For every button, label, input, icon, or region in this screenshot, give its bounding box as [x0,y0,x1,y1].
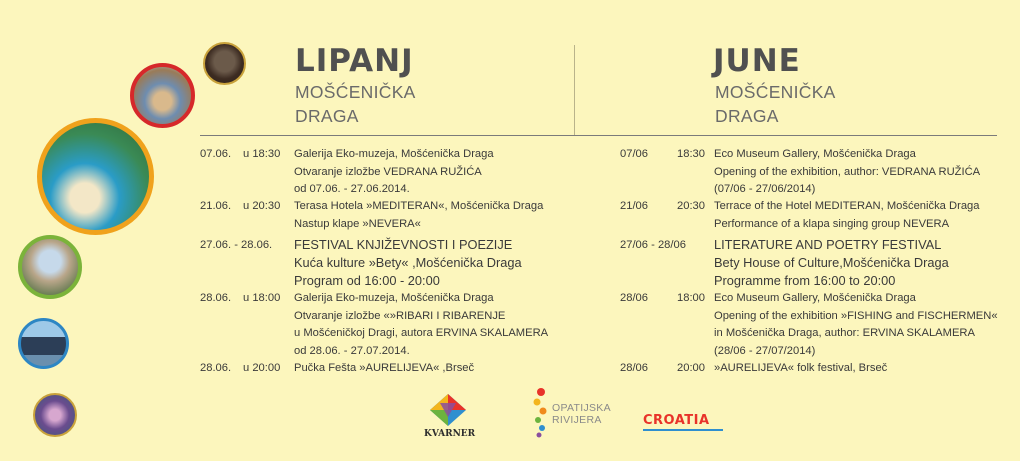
photo-circle-coastal-town [130,63,195,128]
left-event-4: 28.06. u 18:00 Galerija Eko-muzeja, Mošć… [200,290,570,360]
event-time: u 20:00 [243,362,281,374]
event-line: LITERATURE AND POETRY FESTIVAL [714,237,942,252]
photo-circle-beach [37,118,154,235]
event-line: Pučka Fešta »AURELIJEVA« ,Brseč [294,362,475,374]
event-line: Performance of a klapa singing group NEV… [714,217,950,230]
right-title: JUNE [713,43,801,79]
event-line: Eco Museum Gallery, Mošćenička Draga [714,292,916,304]
right-event-1: 07/06 18:30 Eco Museum Gallery, Mošćenič… [620,146,1015,198]
croatia-logo: CROATIA [643,411,723,433]
event-time: u 20:30 [243,200,281,212]
event-date: 21/06 [620,200,648,212]
event-line: Kuća kulture »Bety« ,Mošćenička Draga [294,255,522,270]
event-date: 21.06. [200,200,232,212]
kvarner-mark-icon [430,394,466,426]
event-line: Terasa Hotela »MEDITERAN«, Mošćenička Dr… [294,200,544,212]
event-line: od 28.06. - 27.07.2014. [294,344,410,357]
event-time: u 18:00 [243,292,281,304]
event-time: 20:00 [677,362,705,374]
event-line: Terrace of the Hotel MEDITERAN, Mošćenič… [714,200,980,212]
photo-circle-hill-village [18,235,82,299]
event-line: Programme from 16:00 to 20:00 [714,273,896,288]
event-line: u Mošćeničkoj Dragi, autora ERVINA SKALA… [294,327,549,339]
opatijska-label-line1: OPATIJSKA [552,402,611,414]
event-line: Opening of the exhibition, author: VEDRA… [714,165,981,178]
event-date: 28/06 [620,292,648,304]
event-date: 28.06. [200,362,232,374]
right-subtitle-line1: MOŠĆENIČKA [715,82,836,102]
event-line: Program od 16:00 - 20:00 [294,273,440,288]
right-event-2: 21/06 20:30 Terrace of the Hotel MEDITER… [620,198,1015,234]
event-time: 18:30 [677,148,705,160]
left-subtitle-line1: MOŠĆENIČKA [295,82,416,102]
event-line: Nastup klape »NEVERA« [294,217,421,230]
left-event-1: 07.06. u 18:30 Galerija Eko-muzeja, Mošć… [200,146,570,198]
right-subtitle-line2: DRAGA [715,106,779,126]
event-line: Opening of the exhibition »FISHING and F… [714,309,998,322]
event-date: 27.06. - 28.06. [200,239,273,251]
header-rule [200,135,997,136]
event-date: 27/06 - 28/06 [620,239,686,251]
event-date: 07/06 [620,148,648,160]
event-line: »AURELIJEVA« folk festival, Brseč [714,362,888,374]
event-time: 18:00 [677,292,705,304]
opatijska-label-line2: RIVIJERA [552,414,602,426]
opatijska-rivijera-logo [531,387,551,439]
photo-circle-musicians [203,42,246,85]
kvarner-label: KVARNER [424,429,476,439]
opatijska-dots-icon [533,388,547,438]
event-line: FESTIVAL KNJIŽEVNOSTI I POEZIJE [294,237,513,252]
right-event-5: 28/06 20:00 »AURELIJEVA« folk festival, … [620,360,1015,378]
event-date: 07.06. [200,148,232,160]
photo-circle-klapa-singers [18,318,69,369]
event-line: Otvaranje izložbe VEDRANA RUŽIĆA [294,165,482,178]
left-subtitle-line2: DRAGA [295,106,359,126]
event-line: (07/06 - 27/06/2014) [714,183,816,195]
left-event-2: 21.06. u 20:30 Terasa Hotela »MEDITERAN«… [200,198,570,234]
event-line: Bety House of Culture,Mošćenička Draga [714,255,949,270]
event-line: Galerija Eko-muzeja, Mošćenička Draga [294,148,494,160]
event-time: u 18:30 [243,148,281,160]
croatia-underline-icon [643,429,723,431]
event-date: 28.06. [200,292,232,304]
event-line: (28/06 - 27/07/2014) [714,344,816,357]
event-line: in Mošćenička Draga, author: ERVINA SKAL… [714,327,975,339]
right-event-3: 27/06 - 28/06 LITERATURE AND POETRY FEST… [620,236,1015,290]
event-line: Eco Museum Gallery, Mošćenička Draga [714,148,916,160]
event-line: Otvaranje izložbe «»RIBARI I RIBARENJE [294,309,506,322]
event-line: od 07.06. - 27.06.2014. [294,183,410,195]
left-title: LIPANJ [295,43,414,79]
kvarner-logo [428,393,468,427]
event-date: 28/06 [620,362,648,374]
event-time: 20:30 [677,200,705,212]
left-event-5: 28.06. u 20:00 Pučka Fešta »AURELIJEVA« … [200,360,570,378]
event-line: Galerija Eko-muzeja, Mošćenička Draga [294,292,494,304]
right-event-4: 28/06 18:00 Eco Museum Gallery, Mošćenič… [620,290,1015,360]
left-event-3: 27.06. - 28.06. FESTIVAL KNJIŽEVNOSTI I … [200,236,570,290]
croatia-wordmark: CROATIA [643,413,710,428]
column-divider [574,45,575,135]
photo-circle-festival [33,393,77,437]
